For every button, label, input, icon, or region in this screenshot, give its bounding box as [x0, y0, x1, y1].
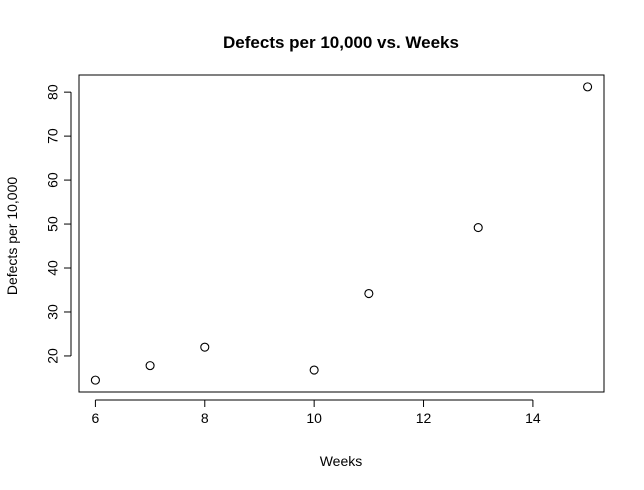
data-point [364, 288, 374, 299]
y-tick-label: 40 [45, 260, 61, 276]
data-point [583, 82, 593, 92]
y-tick-label: 20 [45, 348, 61, 364]
plot-frame [78, 74, 605, 393]
x-tick-label: 8 [201, 410, 209, 426]
y-axis-label: Defects per 10,000 [4, 177, 20, 296]
data-point [145, 361, 155, 371]
data-points [90, 82, 593, 385]
data-point [473, 223, 483, 233]
y-tick-label: 80 [45, 84, 61, 100]
y-tick-label: 60 [45, 172, 61, 188]
x-axis-label: Weeks [320, 453, 363, 469]
y-axis: 20 30 40 50 60 70 80 [45, 84, 72, 364]
y-tick-label: 30 [45, 304, 61, 320]
data-point [200, 342, 210, 352]
y-tick-label: 50 [45, 216, 61, 232]
x-tick-label: 10 [306, 410, 322, 426]
x-tick-label: 14 [525, 410, 541, 426]
x-tick-label: 12 [416, 410, 432, 426]
data-point [90, 375, 100, 385]
x-tick-label: 6 [92, 410, 100, 426]
x-axis: 6 8 10 12 14 [92, 399, 541, 426]
chart-title: Defects per 10,000 vs. Weeks [223, 33, 459, 52]
data-point [309, 365, 319, 375]
y-tick-label: 70 [45, 128, 61, 144]
